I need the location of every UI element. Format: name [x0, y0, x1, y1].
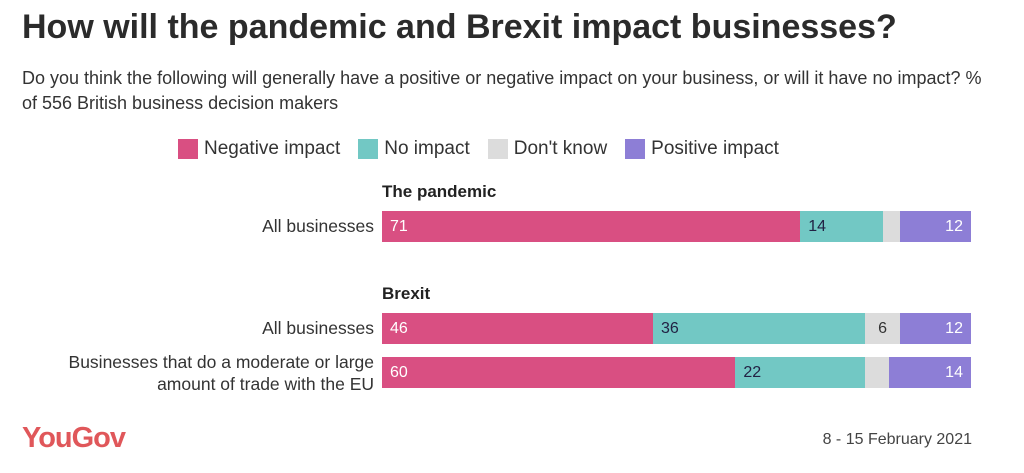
data-label: 71 [390, 218, 408, 235]
bar-brexit-all: 46 36 6 12 [382, 313, 971, 344]
data-label: 36 [660, 320, 679, 337]
bar-segment-negative: 60 [382, 357, 736, 388]
bar-segment-positive: 14 [888, 357, 971, 388]
data-label: 12 [945, 218, 963, 235]
bar-segment-negative: 46 [382, 313, 653, 344]
bar-segment-no-impact: 14 [800, 211, 883, 242]
data-label: 22 [743, 364, 762, 381]
legend-item-positive: Positive impact [625, 138, 779, 160]
legend-label: No impact [384, 138, 470, 159]
bar-pandemic-all: 71 14 12 [382, 211, 971, 242]
bar-segment-dont-know [864, 357, 889, 388]
bar-segment-positive: 12 [900, 313, 971, 344]
date-range: 8 - 15 February 2021 [822, 431, 972, 448]
bar-segment-positive: 12 [900, 211, 971, 242]
row-label: Businesses that do a moderate or large a… [68, 352, 374, 394]
data-label: 12 [945, 320, 963, 337]
legend-swatch [487, 139, 508, 159]
yougov-logo: YouGov [22, 422, 126, 454]
data-label: 14 [808, 218, 826, 235]
data-label: 6 [878, 320, 888, 337]
legend-label: Positive impact [651, 138, 779, 159]
legend-label: Don't know [513, 138, 608, 159]
row-label: All businesses [262, 318, 374, 338]
bar-segment-negative: 71 [382, 211, 801, 242]
bar-segment-no-impact: 22 [735, 357, 865, 388]
data-label: 14 [945, 364, 963, 381]
legend-item-negative: Negative impact [178, 138, 340, 160]
legend-swatch [178, 139, 198, 159]
chart-subtitle: Do you think the following will generall… [22, 68, 982, 113]
bar-segment-dont-know [882, 211, 901, 242]
legend-label: Negative impact [204, 138, 341, 159]
data-label: 60 [390, 364, 408, 381]
bar-brexit-eu-trade: 60 22 14 [382, 357, 971, 388]
legend: Negative impact No impact Don't know Pos… [178, 138, 779, 160]
chart-title: How will the pandemic and Brexit impact … [22, 8, 897, 46]
row-label: All businesses [262, 216, 374, 236]
bar-segment-dont-know: 6 [864, 313, 901, 344]
group-title-pandemic: The pandemic [382, 182, 497, 201]
group-title-brexit: Brexit [382, 284, 431, 303]
legend-swatch [625, 139, 646, 159]
legend-item-no-impact: No impact [358, 138, 470, 160]
bar-segment-no-impact: 36 [652, 313, 865, 344]
data-label: 46 [390, 320, 408, 337]
legend-item-dont-know: Don't know [487, 138, 608, 160]
legend-swatch [358, 139, 379, 159]
